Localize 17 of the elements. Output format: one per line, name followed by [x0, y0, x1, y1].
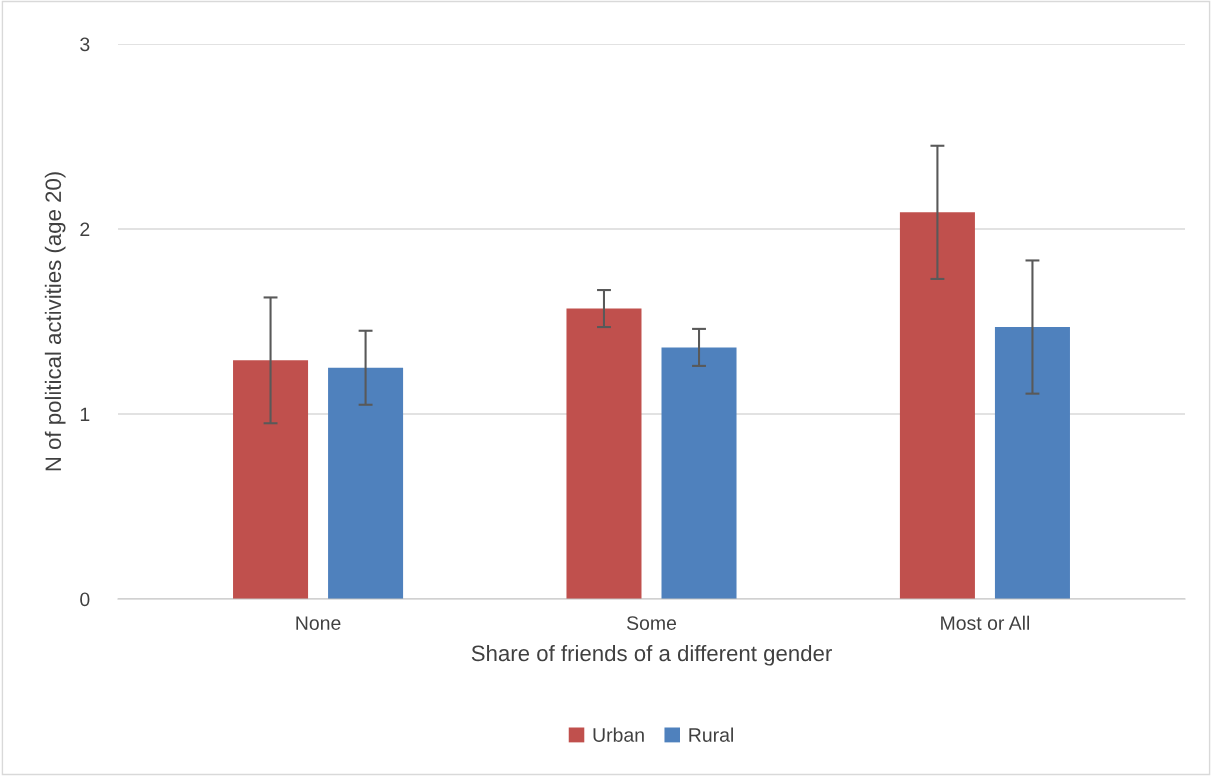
legend-label: Urban — [593, 727, 644, 742]
y-tick-label: 1 — [80, 407, 90, 422]
bar — [328, 367, 404, 599]
bar — [661, 347, 737, 599]
bar — [994, 327, 1070, 599]
bar — [899, 212, 975, 599]
y-tick-label: 0 — [80, 592, 90, 607]
y-tick-label: 3 — [80, 37, 90, 52]
x-axis-title: Share of friends of a different gender — [471, 644, 832, 666]
x-tick-label: None — [296, 616, 341, 630]
x-tick-label: Most or All — [941, 615, 1030, 630]
y-axis-title: N of political activities (age 20) — [44, 172, 66, 471]
bar — [566, 308, 642, 599]
legend-label: Rural — [689, 727, 733, 742]
bar — [233, 360, 309, 599]
x-tick-label: Some — [626, 616, 677, 630]
y-tick-label: 2 — [80, 222, 90, 237]
